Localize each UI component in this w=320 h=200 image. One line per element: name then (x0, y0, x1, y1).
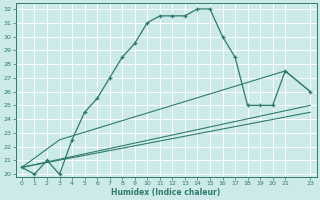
X-axis label: Humidex (Indice chaleur): Humidex (Indice chaleur) (111, 188, 221, 197)
